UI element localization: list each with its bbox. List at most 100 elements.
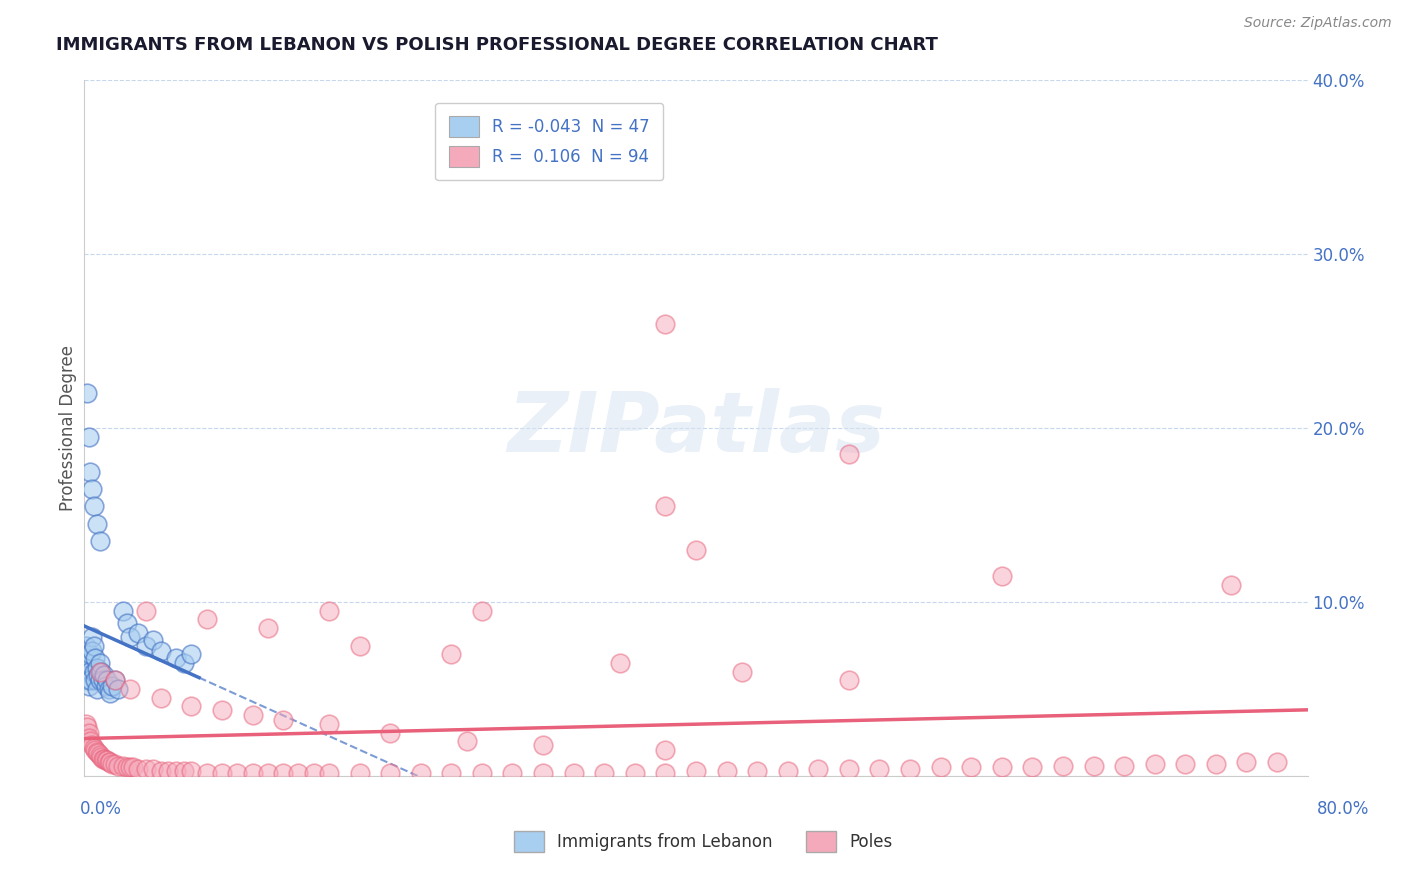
Point (86, 681, 108, 696)
Point (1052, 758, 1074, 772)
Point (471, 604, 494, 618)
Point (685, 542, 707, 557)
Point (89, 534, 111, 549)
Point (624, 765, 647, 780)
Point (685, 764, 707, 778)
Point (104, 673, 127, 688)
Point (135, 762, 157, 776)
Point (271, 714, 294, 728)
Point (107, 681, 129, 696)
Point (83, 639, 105, 653)
Point (127, 762, 149, 776)
Point (77, 665, 100, 679)
Point (80, 630, 103, 644)
Point (94, 753, 117, 767)
Point (226, 765, 249, 780)
Point (609, 656, 631, 670)
Point (96, 753, 118, 767)
Point (135, 604, 157, 618)
Point (120, 681, 142, 696)
Point (1220, 578, 1243, 592)
Point (149, 764, 172, 778)
Point (654, 743, 676, 757)
Point (104, 756, 127, 771)
Point (83, 500, 105, 514)
Point (1114, 758, 1136, 772)
Point (180, 764, 202, 778)
Point (75, 717, 97, 731)
Point (86, 661, 108, 675)
Point (898, 762, 921, 776)
Point (869, 762, 891, 776)
Point (271, 765, 294, 780)
Legend: R = -0.043  N = 47, R =  0.106  N = 94: R = -0.043 N = 47, R = 0.106 N = 94 (436, 103, 664, 180)
Point (1236, 755, 1258, 769)
Point (173, 764, 195, 778)
Point (991, 569, 1014, 583)
Point (991, 760, 1014, 774)
Point (86, 516, 108, 531)
Point (101, 756, 124, 771)
Point (960, 760, 983, 774)
Point (654, 765, 676, 780)
Point (79, 465, 101, 479)
Point (531, 765, 554, 780)
Point (77, 731, 100, 745)
Point (180, 699, 202, 714)
Point (115, 760, 138, 774)
Point (165, 764, 187, 778)
Point (79, 734, 101, 748)
Point (747, 764, 769, 778)
Point (654, 500, 676, 514)
Point (211, 703, 233, 717)
Point (98, 685, 121, 699)
Point (142, 633, 165, 648)
Point (122, 760, 145, 774)
Point (1021, 760, 1043, 774)
Point (502, 765, 524, 780)
Text: Source: ZipAtlas.com: Source: ZipAtlas.com (1244, 16, 1392, 29)
Point (80, 482, 103, 496)
Point (87, 747, 110, 761)
Point (287, 765, 309, 780)
Point (91, 751, 114, 765)
Point (242, 765, 264, 780)
Point (97, 681, 120, 696)
Point (93, 751, 115, 765)
Point (101, 679, 124, 693)
Point (104, 673, 127, 688)
Point (77, 650, 100, 665)
Y-axis label: Professional Degree: Professional Degree (59, 345, 77, 511)
Point (318, 765, 340, 780)
Point (127, 626, 149, 640)
Point (97, 755, 120, 769)
Point (107, 758, 129, 772)
Point (94, 679, 117, 693)
Point (79, 648, 101, 662)
Point (93, 668, 115, 682)
Point (562, 765, 585, 780)
Point (84, 650, 107, 665)
Point (76, 386, 98, 401)
Point (87, 668, 110, 682)
Point (838, 762, 860, 776)
Point (91, 673, 114, 688)
Point (98, 755, 121, 769)
Point (1205, 756, 1227, 771)
Point (180, 648, 202, 662)
Point (77, 679, 100, 693)
Point (89, 748, 111, 763)
Point (716, 764, 738, 778)
Point (257, 765, 280, 780)
Point (409, 765, 432, 780)
Point (593, 765, 616, 780)
Point (96, 673, 118, 688)
Point (456, 734, 478, 748)
Point (165, 650, 187, 665)
Point (77, 725, 100, 739)
Point (1083, 758, 1105, 772)
Point (76, 673, 98, 688)
Text: IMMIGRANTS FROM LEBANON VS POLISH PROFESSIONAL DEGREE CORRELATION CHART: IMMIGRANTS FROM LEBANON VS POLISH PROFES… (56, 36, 938, 54)
Point (471, 765, 494, 780)
Point (90, 750, 112, 764)
